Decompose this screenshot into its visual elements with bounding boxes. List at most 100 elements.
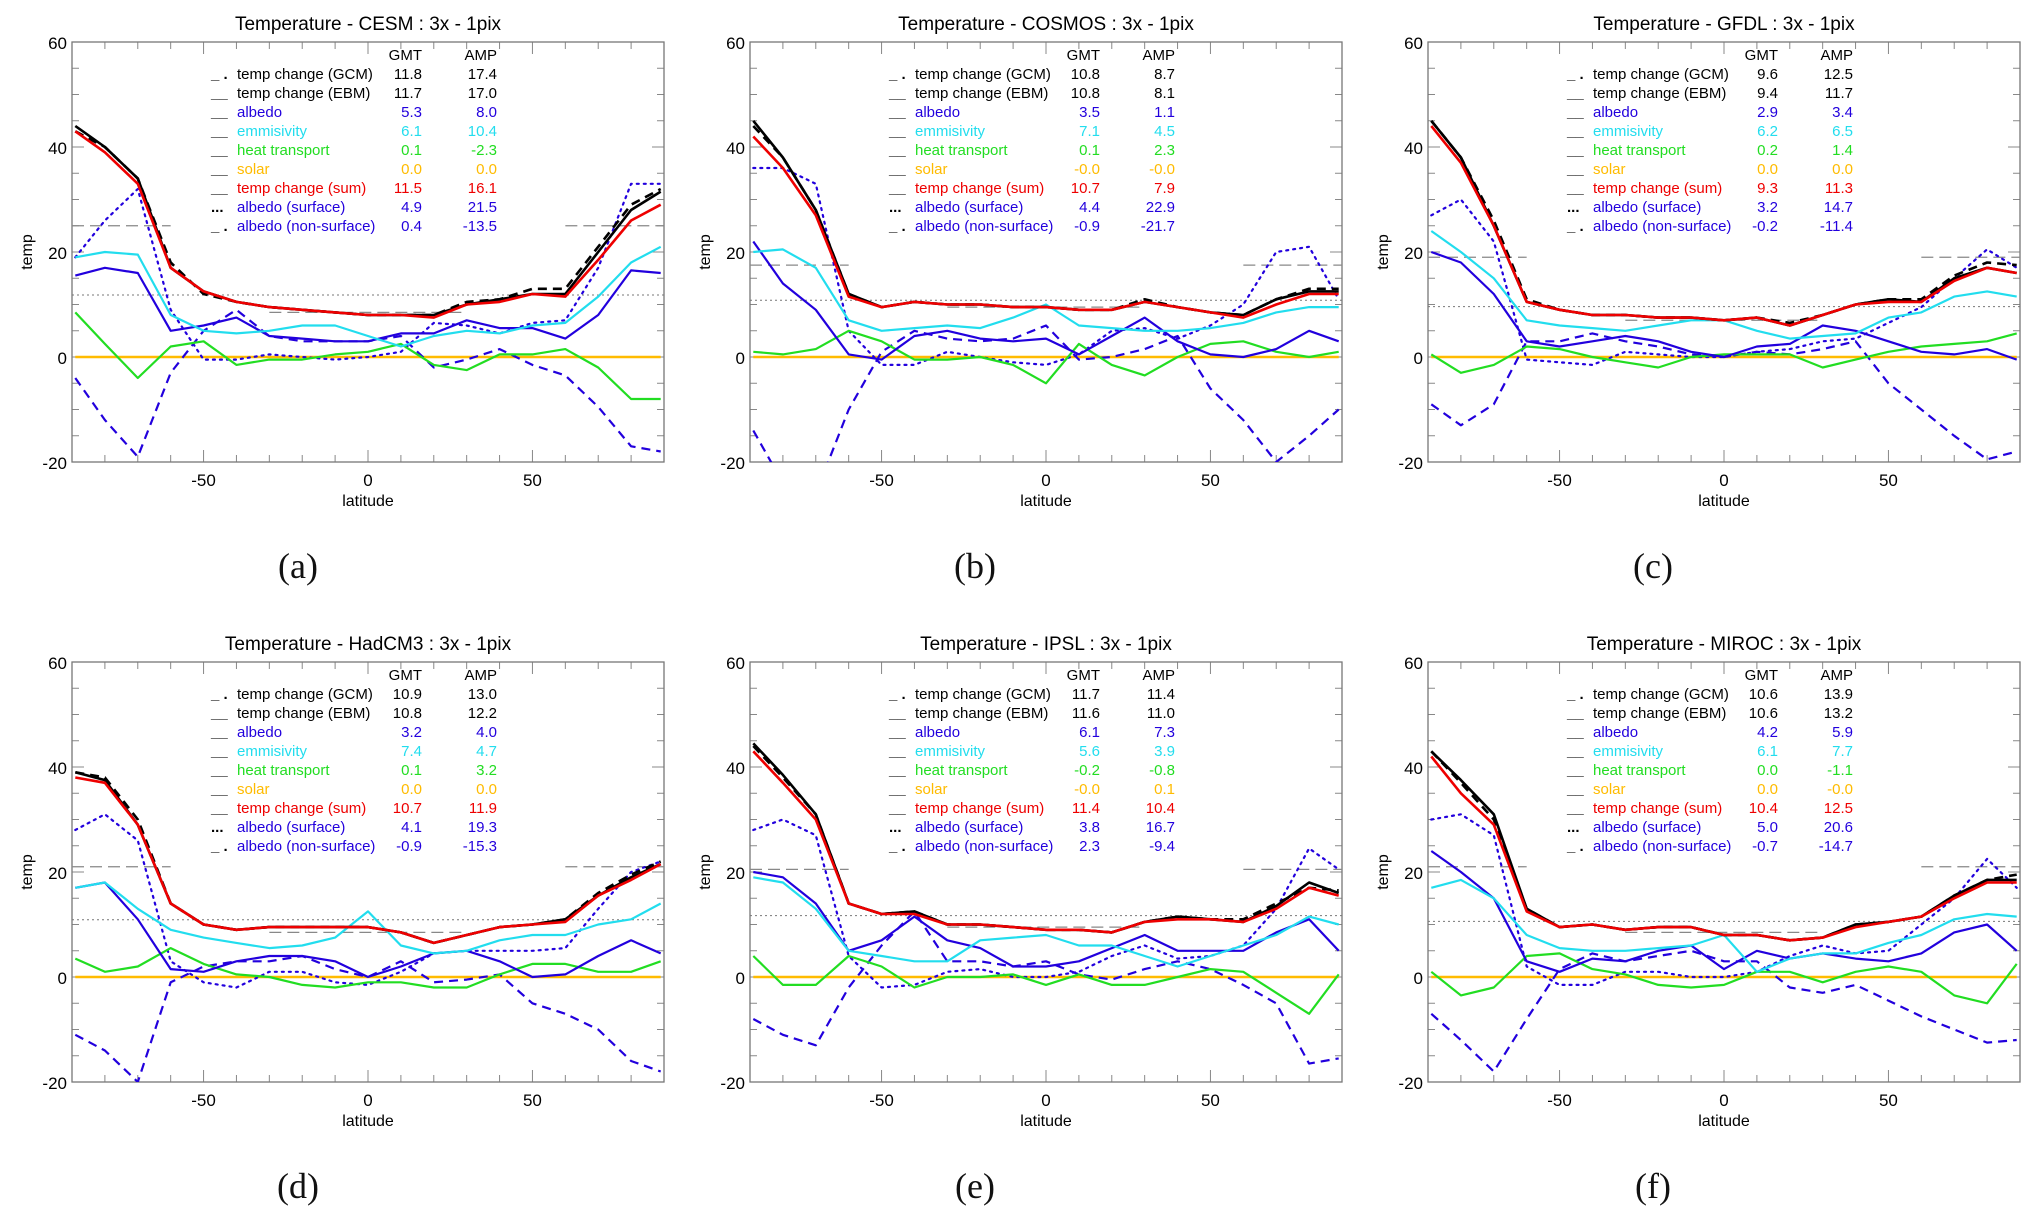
legend-line-marker: __ [888, 724, 906, 741]
y-tick-label: 60 [726, 654, 745, 673]
legend-value-amp: 22.9 [1146, 199, 1175, 216]
legend-value-gmt: 3.2 [401, 724, 422, 741]
chart-title: Temperature - CESM : 3x - 1pix [235, 14, 502, 35]
legend-value-gmt: 0.1 [401, 762, 422, 779]
legend-value-gmt: 2.9 [1757, 104, 1778, 121]
y-tick-label: 40 [48, 759, 67, 778]
plot-frame [1427, 41, 2021, 463]
legend-line-marker: __ [1566, 85, 1584, 102]
legend-value-amp: 20.6 [1824, 819, 1853, 836]
legend-value-gmt: 2.3 [1079, 838, 1100, 855]
legend-value-gmt: 3.5 [1079, 104, 1100, 121]
series-group [74, 771, 662, 1082]
chart-title: Temperature - MIROC : 3x - 1pix [1587, 634, 1862, 655]
x-tick-label: 0 [1041, 471, 1050, 490]
legend-line-marker: __ [210, 161, 228, 178]
legend-line-marker: ... [889, 199, 902, 216]
legend-value-gmt: 0.0 [1757, 781, 1778, 798]
legend-line-marker: ... [211, 199, 224, 216]
legend-value-amp: -15.3 [463, 838, 497, 855]
legend-line-marker: __ [888, 800, 906, 817]
legend-value-amp: 11.0 [1147, 705, 1175, 722]
series-line-emis [75, 881, 662, 955]
legend-value-amp: 13.0 [468, 686, 497, 703]
legend-header-gmt: GMT [1745, 47, 1778, 64]
y-tick-label: -20 [720, 454, 745, 473]
legend-value-gmt: 5.6 [1079, 743, 1100, 760]
legend-value-amp: -11.4 [1820, 218, 1853, 235]
legend-line-marker: ... [1567, 819, 1580, 836]
legend-value-amp: 4.5 [1154, 123, 1175, 140]
panel-caption-c: (c) [1633, 546, 1673, 586]
legend-label: emmisivity [237, 123, 307, 140]
series-line-emis [753, 876, 1339, 968]
legend-value-gmt: 0.1 [401, 142, 422, 159]
legend-line-marker: __ [1566, 781, 1584, 798]
legend-line-marker: _ . [210, 686, 228, 703]
legend-value-gmt: 0.1 [1079, 142, 1100, 159]
y-tick-label: 0 [58, 969, 67, 988]
legend-label: albedo (non-surface) [915, 838, 1053, 855]
legend-value-amp: -0.0 [1827, 781, 1853, 798]
legend-value-amp: 19.3 [468, 819, 497, 836]
y-tick-label: 40 [1404, 759, 1423, 778]
legend-value-gmt: 0.4 [401, 218, 422, 235]
legend-label: albedo (surface) [1593, 819, 1701, 836]
legend-value-amp: 10.4 [1146, 800, 1175, 817]
legend-header-amp: AMP [1142, 667, 1175, 684]
legend-line-marker: ... [211, 819, 224, 836]
legend-value-gmt: 4.9 [401, 199, 422, 216]
legend-label: temp change (EBM) [915, 85, 1048, 102]
legend-value-gmt: 9.3 [1757, 180, 1778, 197]
legend-value-gmt: -0.2 [1752, 218, 1778, 235]
series-line-albedo [75, 881, 662, 979]
series-line-emis [75, 245, 662, 348]
legend-line-marker: __ [210, 743, 228, 760]
series-line-heat [1430, 952, 2018, 1005]
x-tick-label: 0 [363, 1091, 372, 1110]
legend-label: albedo (non-surface) [237, 218, 375, 235]
legend-label: albedo (non-surface) [1593, 218, 1731, 235]
legend-line-marker: __ [888, 161, 906, 178]
x-tick-label: -50 [1547, 471, 1572, 490]
legend-header-gmt: GMT [1067, 47, 1100, 64]
legend-value-amp: 8.7 [1154, 66, 1175, 83]
legend-line-marker: _ . [210, 218, 228, 235]
legend-value-gmt: -0.9 [396, 838, 422, 855]
legend-label: temp change (GCM) [237, 686, 373, 703]
legend-value-gmt: 7.4 [401, 743, 422, 760]
legend-line-marker: __ [1566, 180, 1584, 197]
legend-header-gmt: GMT [1745, 667, 1778, 684]
legend-line-marker: _ . [1566, 218, 1584, 235]
legend-line-marker: __ [210, 104, 228, 121]
series-line-sum [752, 750, 1340, 934]
legend-value-gmt: -0.0 [1074, 161, 1100, 178]
y-tick-label: 40 [726, 759, 745, 778]
chart-panel-c: Temperature - GFDL : 3x - 1pix -20 0 20 40 60… [1375, 14, 2021, 510]
chart-title: Temperature - HadCM3 : 3x - 1pix [225, 634, 512, 655]
legend-line-marker: __ [888, 142, 906, 159]
x-tick-label: 50 [1879, 471, 1898, 490]
series-line-sum [752, 135, 1339, 319]
legend-line-marker: _ . [888, 838, 906, 855]
legend-header-gmt: GMT [389, 47, 422, 64]
legend-line-marker: __ [210, 142, 228, 159]
y-tick-label: 60 [48, 34, 67, 53]
series-group [1430, 750, 2018, 1073]
legend-line-marker: __ [1566, 724, 1584, 741]
legend-value-gmt: 4.2 [1757, 724, 1778, 741]
legend-value-amp: -0.8 [1149, 762, 1175, 779]
legend-value-amp: 14.7 [1824, 199, 1853, 216]
series-line-albedo [752, 240, 1340, 361]
legend-value-amp: 0.0 [476, 781, 497, 798]
legend-value-gmt: 10.6 [1749, 686, 1778, 703]
legend-label: temp change (GCM) [915, 686, 1051, 703]
legend-line-marker: _ . [888, 686, 906, 703]
y-tick-label: 40 [726, 139, 745, 158]
legend-value-amp: 17.0 [468, 85, 497, 102]
x-tick-label: -50 [869, 471, 894, 490]
axis-ticks [1427, 661, 2021, 1083]
legend-value-gmt: 0.0 [401, 781, 422, 798]
legend-line-marker: __ [888, 781, 906, 798]
plot-frame [749, 41, 1343, 463]
